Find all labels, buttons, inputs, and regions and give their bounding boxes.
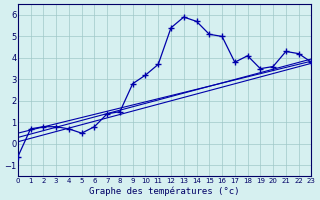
X-axis label: Graphe des températures (°c): Graphe des températures (°c) <box>89 186 240 196</box>
